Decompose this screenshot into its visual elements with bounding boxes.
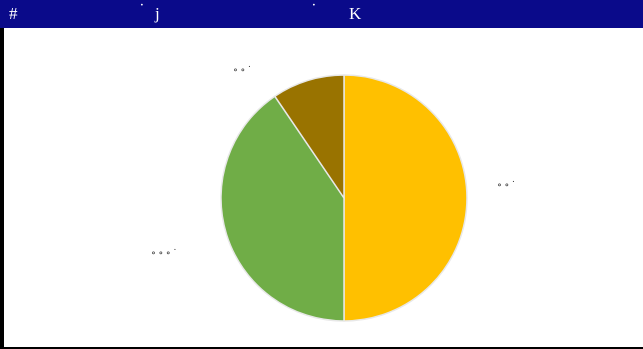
title-glyph: ˙ [311, 0, 317, 19]
pie-chart: ∘ ∘ ˙ ∘ ∘ ∘ ˙ ∘ ∘ ˙ [151, 65, 515, 322]
pie-slice-label-0: ∘ ∘ ˙ [497, 180, 515, 191]
title-bar: # ˙ j ˙ K [0, 0, 643, 28]
title-glyph: K [349, 4, 362, 23]
chart-area: ∘ ∘ ˙ ∘ ∘ ∘ ˙ ∘ ∘ ˙ [4, 28, 643, 347]
title-glyph: ˙ [139, 0, 145, 19]
pie-slice-0 [343, 74, 468, 322]
pie-slice-2 [273, 74, 345, 201]
title-glyph: j [155, 4, 160, 23]
window-left-border [0, 28, 4, 349]
window-bottom-border [0, 347, 643, 349]
pie-slice-label-1: ∘ ∘ ∘ ˙ [151, 248, 177, 259]
pie-slice-label-2: ∘ ∘ ˙ [233, 65, 251, 76]
title-glyph: # [9, 4, 18, 23]
pie-slice-1 [220, 95, 345, 322]
